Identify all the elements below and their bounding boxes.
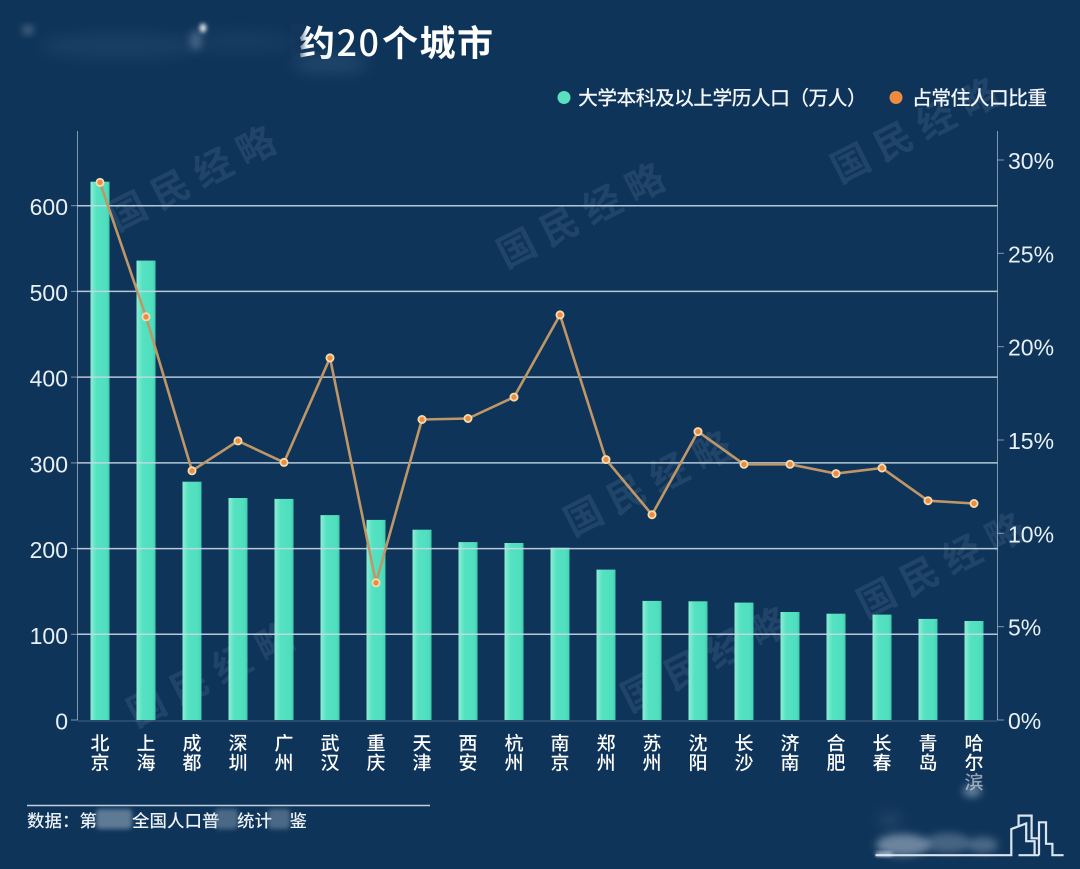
svg-text:500: 500 (30, 280, 68, 306)
svg-text:15%: 15% (1008, 428, 1054, 454)
svg-text:30%: 30% (1008, 148, 1054, 174)
svg-text:600: 600 (30, 194, 68, 220)
svg-text:200: 200 (30, 537, 68, 563)
svg-text:100: 100 (30, 623, 68, 649)
svg-text:10%: 10% (1008, 521, 1054, 547)
svg-text:400: 400 (30, 366, 68, 392)
svg-text:0: 0 (55, 709, 68, 735)
svg-text:5%: 5% (1008, 615, 1041, 641)
svg-text:300: 300 (30, 451, 68, 477)
svg-text:20%: 20% (1008, 335, 1054, 361)
svg-text:0%: 0% (1008, 708, 1041, 734)
svg-text:25%: 25% (1008, 241, 1054, 267)
